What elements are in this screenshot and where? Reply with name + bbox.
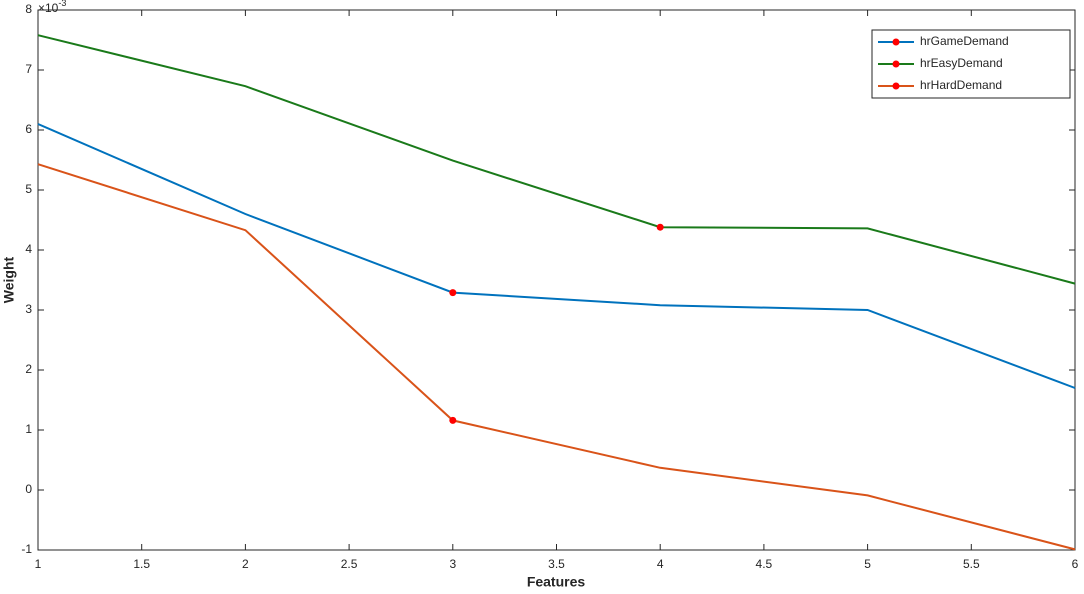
y-tick-label: 6 bbox=[25, 122, 32, 136]
point-marker bbox=[656, 223, 664, 231]
y-tick-label: 8 bbox=[25, 2, 32, 16]
y-tick-label: 0 bbox=[25, 482, 32, 496]
legend-label: hrEasyDemand bbox=[920, 56, 1003, 70]
y-tick-label: 3 bbox=[25, 302, 32, 316]
y-tick-label: 7 bbox=[25, 62, 32, 76]
x-tick-label: 2 bbox=[242, 557, 249, 571]
y-tick-label: 5 bbox=[25, 182, 32, 196]
point-marker bbox=[449, 289, 457, 297]
x-tick-label: 2.5 bbox=[341, 557, 358, 571]
legend-marker bbox=[892, 38, 900, 46]
x-tick-label: 3 bbox=[449, 557, 456, 571]
y-multiplier: ×10-3 bbox=[38, 0, 66, 15]
y-tick-label: -1 bbox=[21, 542, 32, 556]
legend-marker bbox=[892, 82, 900, 90]
x-tick-label: 1 bbox=[35, 557, 42, 571]
x-tick-label: 5 bbox=[864, 557, 871, 571]
point-marker bbox=[449, 416, 457, 424]
series-line bbox=[37, 163, 1076, 551]
x-tick-label: 1.5 bbox=[133, 557, 150, 571]
x-tick-label: 4.5 bbox=[756, 557, 773, 571]
series-line bbox=[37, 34, 1076, 285]
x-axis-label: Features bbox=[527, 574, 586, 590]
x-tick-label: 4 bbox=[657, 557, 664, 571]
y-tick-label: 2 bbox=[25, 362, 32, 376]
legend-label: hrHardDemand bbox=[920, 78, 1002, 92]
legend-label: hrGameDemand bbox=[920, 34, 1009, 48]
x-tick-label: 5.5 bbox=[963, 557, 980, 571]
y-multiplier-exponent: -3 bbox=[58, 0, 66, 8]
x-tick-label: 3.5 bbox=[548, 557, 565, 571]
series-line bbox=[37, 123, 1076, 389]
x-tick-label: 6 bbox=[1072, 557, 1079, 571]
legend-marker bbox=[892, 60, 900, 68]
y-axis-label: Weight bbox=[1, 256, 17, 303]
y-multiplier-base: ×10 bbox=[38, 1, 59, 15]
y-tick-label: 4 bbox=[25, 242, 32, 256]
y-tick-label: 1 bbox=[25, 422, 32, 436]
